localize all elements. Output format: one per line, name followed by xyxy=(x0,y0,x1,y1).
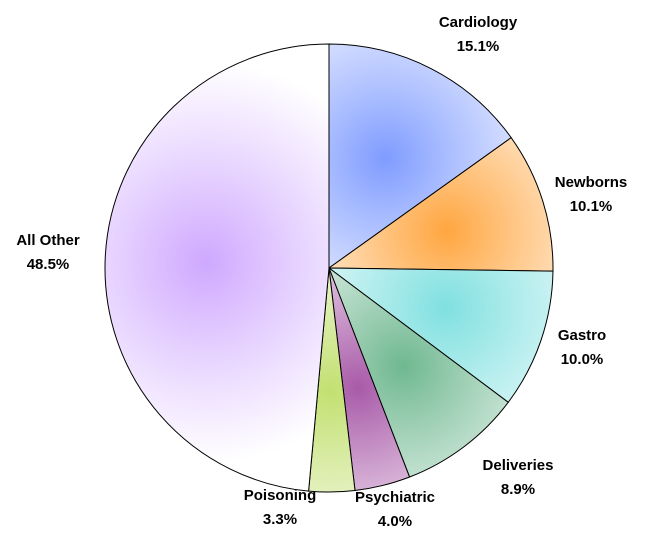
pie-slice xyxy=(328,43,512,269)
slice-value-label: 10.0% xyxy=(561,351,604,368)
slice-value-label: 8.9% xyxy=(501,481,535,498)
slice-value-label: 10.1% xyxy=(570,198,613,215)
slice-value-label: 3.3% xyxy=(263,511,297,528)
pie-slice xyxy=(327,267,554,404)
slice-label: Psychiatric xyxy=(355,489,435,506)
pie-slice xyxy=(104,43,330,492)
slice-label: Poisoning xyxy=(244,487,317,504)
pie-slice xyxy=(327,136,554,272)
pie-slice xyxy=(327,266,509,478)
slice-label: Deliveries xyxy=(483,457,554,474)
slice-label: All Other xyxy=(16,232,80,249)
slice-value-label: 4.0% xyxy=(378,513,412,530)
slice-label: Cardiology xyxy=(439,14,518,31)
slice-label: Newborns xyxy=(555,174,628,191)
slice-value-label: 15.1% xyxy=(457,38,500,55)
slice-value-label: 48.5% xyxy=(27,256,70,273)
slice-label: Gastro xyxy=(558,327,606,344)
